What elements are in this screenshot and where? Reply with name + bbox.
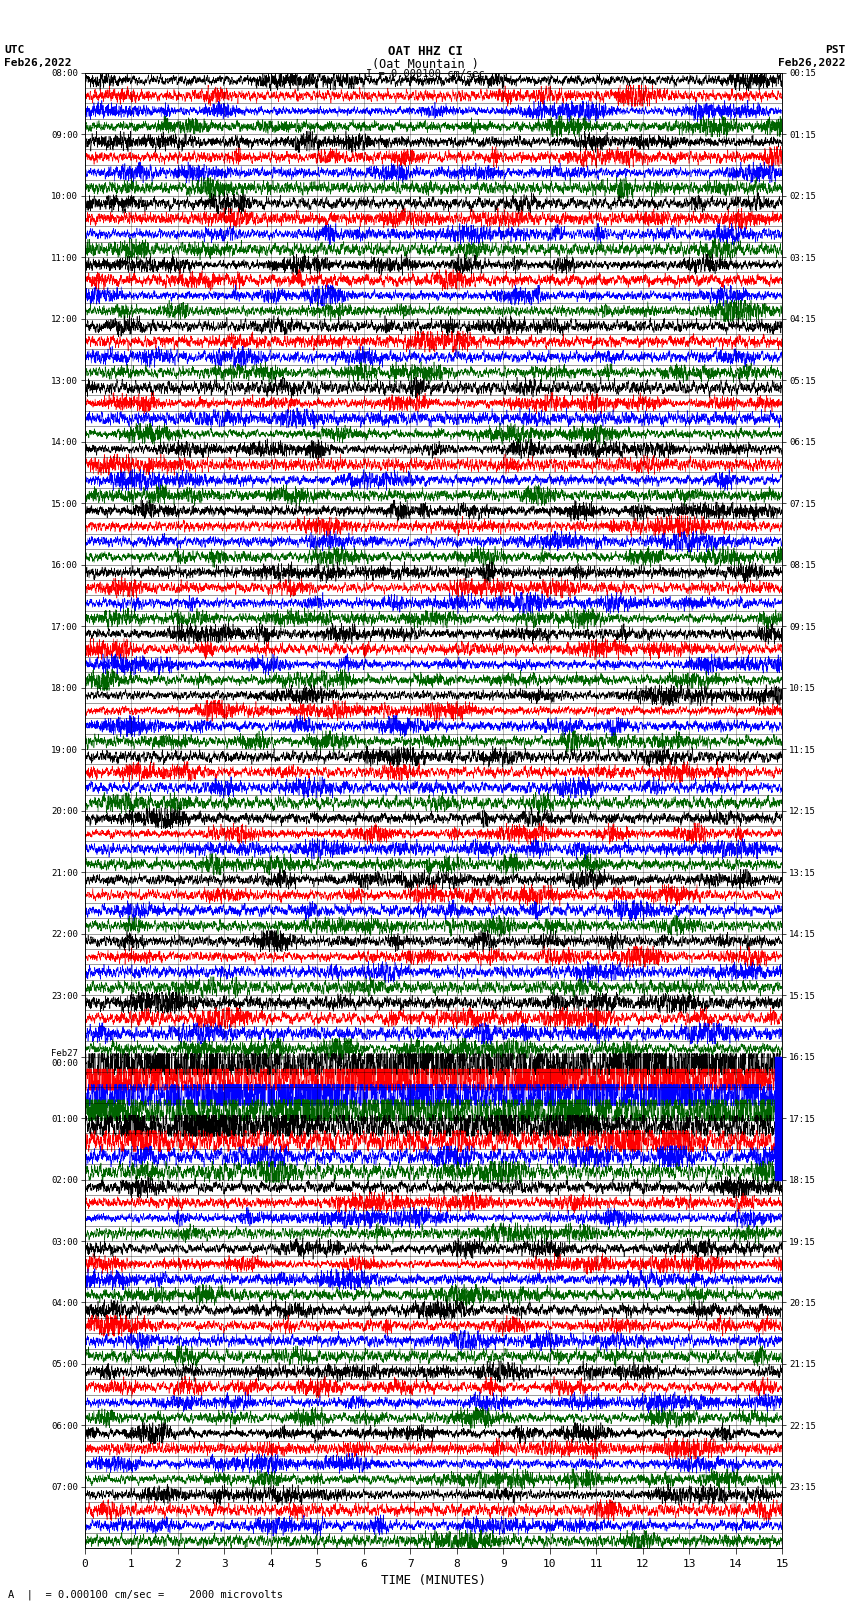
Text: (Oat Mountain ): (Oat Mountain ) [371,58,479,71]
Text: I = 0.000100 cm/sec: I = 0.000100 cm/sec [366,69,484,79]
Text: UTC: UTC [4,45,25,55]
Text: PST: PST [825,45,846,55]
Text: Feb26,2022: Feb26,2022 [4,58,71,68]
Text: A  |  = 0.000100 cm/sec =    2000 microvolts: A | = 0.000100 cm/sec = 2000 microvolts [8,1589,284,1600]
Text: OAT HHZ CI: OAT HHZ CI [388,45,462,58]
Text: Feb26,2022: Feb26,2022 [779,58,846,68]
X-axis label: TIME (MINUTES): TIME (MINUTES) [381,1574,486,1587]
